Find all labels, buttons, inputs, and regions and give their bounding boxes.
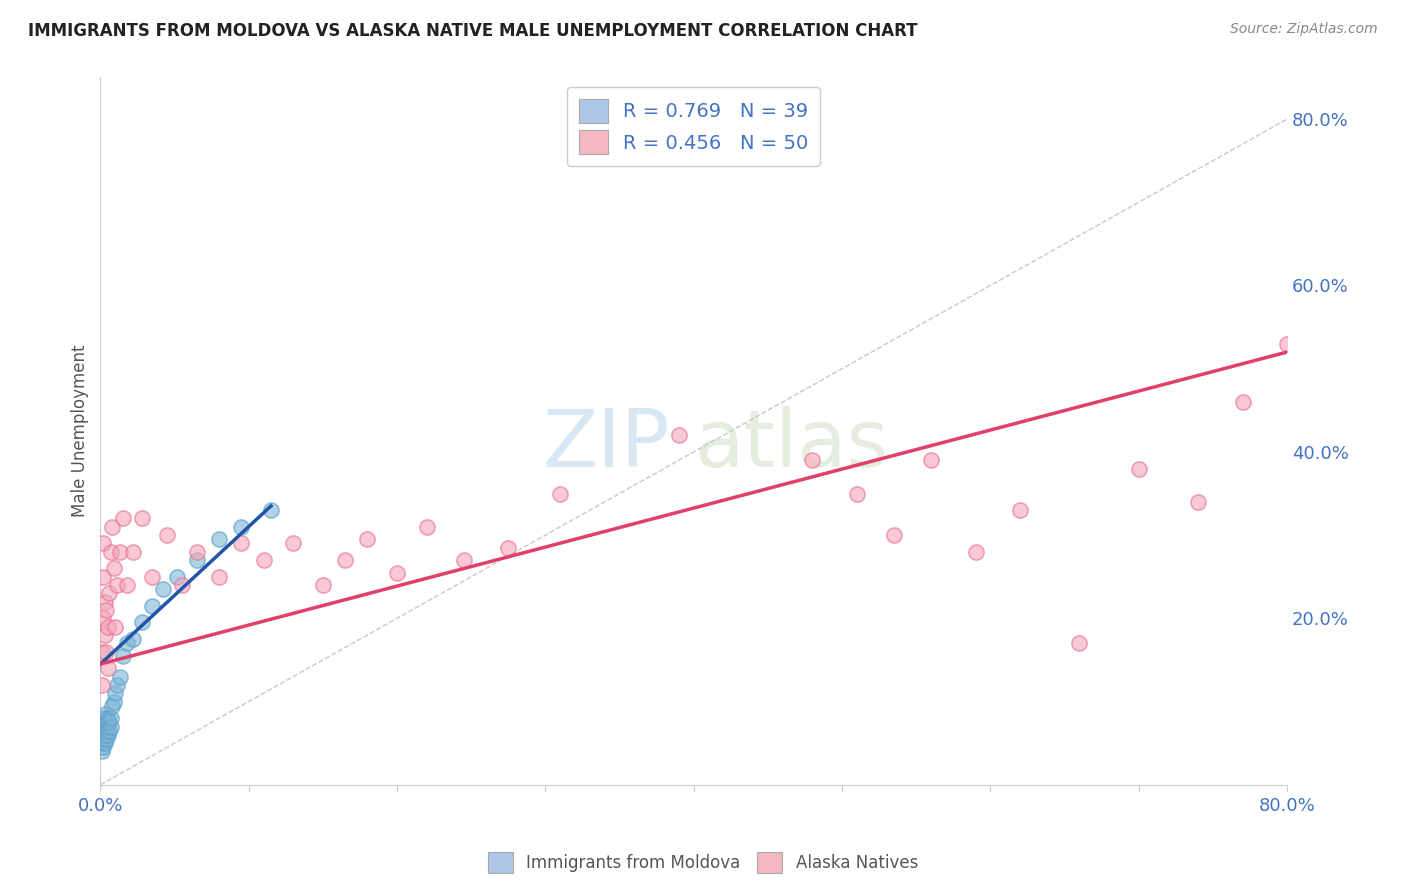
Point: [548, 486, 571, 500]
Point: [94, 736, 117, 750]
Point: [108, 669, 131, 683]
Point: [141, 570, 163, 584]
Legend: R = 0.769   N = 39, R = 0.456   N = 50: R = 0.769 N = 39, R = 0.456 N = 50: [567, 87, 820, 166]
Point: [1187, 495, 1209, 509]
Y-axis label: Male Unemployment: Male Unemployment: [72, 345, 89, 517]
Point: [91, 611, 114, 625]
Point: [1232, 395, 1254, 409]
Point: [90, 719, 112, 733]
Point: [115, 578, 138, 592]
Point: [91, 740, 114, 755]
Point: [141, 599, 163, 613]
Point: [96, 645, 118, 659]
Point: [111, 648, 134, 663]
Point: [90, 645, 112, 659]
Point: [97, 728, 120, 742]
Point: [90, 744, 112, 758]
Point: [231, 536, 253, 550]
Point: [498, 541, 520, 555]
Point: [98, 723, 121, 738]
Point: [96, 715, 118, 730]
Text: Source: ZipAtlas.com: Source: ZipAtlas.com: [1230, 22, 1378, 37]
Point: [96, 731, 118, 746]
Point: [90, 736, 112, 750]
Point: [97, 711, 120, 725]
Point: [965, 545, 987, 559]
Point: [283, 536, 305, 550]
Point: [101, 698, 124, 713]
Point: [94, 595, 117, 609]
Point: [208, 533, 231, 547]
Point: [100, 545, 122, 559]
Point: [122, 632, 145, 647]
Point: [90, 728, 112, 742]
Text: atlas: atlas: [693, 406, 889, 484]
Point: [97, 620, 120, 634]
Point: [415, 520, 437, 534]
Point: [105, 678, 128, 692]
Point: [252, 553, 274, 567]
Legend: Immigrants from Moldova, Alaska Natives: Immigrants from Moldova, Alaska Natives: [481, 846, 925, 880]
Point: [103, 694, 125, 708]
Point: [845, 486, 868, 500]
Point: [208, 570, 231, 584]
Point: [104, 620, 127, 634]
Point: [108, 545, 131, 559]
Point: [668, 428, 690, 442]
Point: [166, 570, 188, 584]
Point: [97, 661, 120, 675]
Point: [100, 711, 122, 725]
Point: [231, 520, 253, 534]
Point: [170, 578, 193, 592]
Point: [1010, 503, 1032, 517]
Point: [333, 553, 356, 567]
Point: [97, 719, 120, 733]
Point: [1128, 461, 1150, 475]
Point: [111, 511, 134, 525]
Point: [98, 715, 121, 730]
Point: [90, 678, 112, 692]
Point: [98, 586, 121, 600]
Point: [131, 511, 153, 525]
Point: [94, 728, 117, 742]
Point: [122, 545, 145, 559]
Point: [453, 553, 475, 567]
Point: [312, 578, 335, 592]
Text: IMMIGRANTS FROM MOLDOVA VS ALASKA NATIVE MALE UNEMPLOYMENT CORRELATION CHART: IMMIGRANTS FROM MOLDOVA VS ALASKA NATIVE…: [28, 22, 918, 40]
Point: [91, 570, 114, 584]
Point: [94, 628, 117, 642]
Point: [152, 582, 174, 597]
Point: [186, 553, 208, 567]
Point: [100, 719, 122, 733]
Point: [94, 706, 117, 721]
Point: [101, 520, 124, 534]
Point: [920, 453, 942, 467]
Point: [105, 578, 128, 592]
Point: [94, 719, 117, 733]
Point: [131, 615, 153, 630]
Point: [103, 561, 125, 575]
Point: [156, 528, 179, 542]
Point: [356, 533, 378, 547]
Point: [91, 536, 114, 550]
Point: [96, 723, 118, 738]
Text: ZIP: ZIP: [543, 406, 671, 484]
Point: [385, 566, 408, 580]
Point: [91, 723, 114, 738]
Point: [186, 545, 208, 559]
Point: [1275, 336, 1298, 351]
Point: [91, 715, 114, 730]
Point: [115, 636, 138, 650]
Point: [883, 528, 905, 542]
Point: [91, 731, 114, 746]
Point: [91, 711, 114, 725]
Point: [260, 503, 283, 517]
Point: [1069, 636, 1091, 650]
Point: [96, 603, 118, 617]
Point: [801, 453, 824, 467]
Point: [104, 686, 127, 700]
